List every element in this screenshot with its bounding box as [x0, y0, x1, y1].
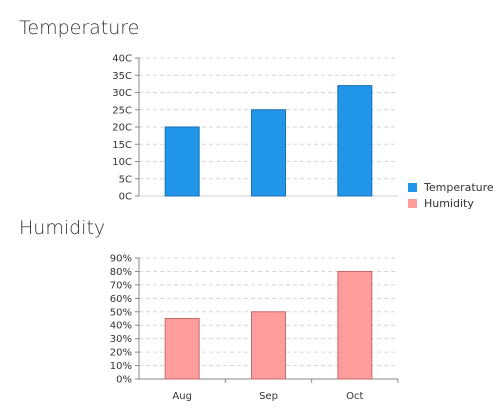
humidity-y-tick-label: 20%	[110, 348, 132, 359]
humidity-y-tick-label: 10%	[110, 361, 132, 372]
legend-swatch-humidity	[408, 199, 417, 208]
temperature-y-tick-label: 15C	[112, 140, 132, 151]
legend-label-humidity: Humidity	[424, 197, 474, 210]
humidity-y-tick-label: 40%	[110, 321, 132, 332]
humidity-x-tick-label-oct: Oct	[346, 391, 363, 402]
humidity-y-tick-label: 90%	[110, 254, 132, 265]
temperature-bar-oct[interactable]	[337, 85, 373, 197]
humidity-chart: 0% 10% 20% 30% 40% 50% 60% 70% 80% 90% Aug Sep Oct	[110, 254, 399, 402]
humidity-x-tick-label-aug: Aug	[172, 391, 192, 402]
temperature-y-tick-label: 35C	[112, 71, 132, 82]
temperature-y-tick-label: 25C	[112, 105, 132, 116]
legend-label-temperature: Temperature	[423, 181, 494, 194]
humidity-y-tick-label: 30%	[110, 334, 132, 345]
humidity-x-tick-label-sep: Sep	[259, 391, 278, 402]
humidity-y-tick-label: 70%	[110, 280, 132, 291]
temperature-bar-aug[interactable]	[164, 126, 200, 197]
humidity-y-tick-label: 50%	[110, 307, 132, 318]
temperature-y-tick-label: 5C	[119, 174, 132, 185]
humidity-y-tick-label: 80%	[110, 267, 132, 278]
humidity-chart-title: Humidity	[19, 217, 106, 239]
humidity-bar-sep[interactable]	[251, 311, 286, 380]
temperature-y-tick-label: 0C	[119, 192, 132, 203]
humidity-bar-oct[interactable]	[337, 270, 373, 380]
humidity-y-tick-label: 0%	[116, 375, 132, 386]
humidity-y-tick-label: 60%	[110, 294, 132, 305]
humidity-bar-aug[interactable]	[164, 318, 200, 380]
temperature-y-tick-label: 30C	[112, 88, 132, 99]
legend: Temperature Humidity	[408, 181, 494, 210]
temperature-chart-title: Temperature	[19, 17, 140, 39]
temperature-y-tick-label: 20C	[112, 123, 132, 134]
temperature-y-tick-label: 40C	[112, 54, 132, 65]
temperature-chart: 0C 5C 10C 15C 20C 25C 30C 35C 40C	[112, 54, 398, 203]
temperature-bar-sep[interactable]	[251, 109, 286, 197]
temperature-y-tick-label: 10C	[112, 157, 132, 168]
legend-swatch-temperature	[408, 183, 417, 192]
